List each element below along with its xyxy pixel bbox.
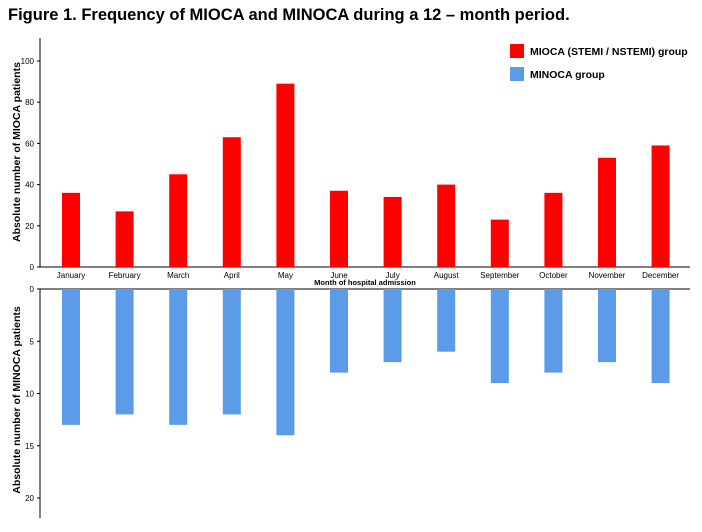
top-y-axis-label: Absolute number of MIOCA patients [11, 62, 23, 242]
mioca-bar [169, 174, 188, 267]
mioca-bar [222, 137, 241, 267]
x-axis-label: Month of hospital admission [314, 278, 416, 287]
x-tick-label: April [224, 271, 240, 280]
x-tick-label: June [330, 271, 348, 280]
minoca-bar [383, 289, 402, 363]
bottom-y-tick-label: 0 [30, 285, 35, 294]
x-tick-label: July [385, 271, 399, 280]
top-y-tick-label: 100 [21, 57, 35, 66]
minoca-bar [62, 289, 80, 425]
figure-title: Figure 1. Frequency of MIOCA and MINOCA … [8, 6, 570, 24]
legend-minoca-swatch [510, 67, 524, 81]
minoca-bar [437, 289, 456, 352]
minoca-bar [169, 289, 188, 425]
x-tick-label: December [642, 271, 679, 280]
mioca-bar [544, 192, 563, 267]
x-tick-label: September [480, 271, 519, 280]
top-y-tick-label: 60 [25, 139, 34, 148]
mioca-bar [383, 196, 402, 267]
x-tick-label: August [434, 271, 460, 280]
bottom-y-axis-label: Absolute number of MINOCA patients [11, 306, 23, 494]
minoca-bar [330, 289, 348, 373]
mioca-bar [115, 211, 134, 267]
minoca-bar [222, 289, 241, 415]
bottom-y-tick-label: 10 [25, 390, 34, 399]
top-y-tick-label: 80 [25, 98, 34, 107]
top-y-tick-label: 0 [30, 263, 35, 272]
top-y-tick-label: 20 [25, 222, 34, 231]
mioca-bar [330, 190, 348, 267]
x-tick-label: January [57, 271, 85, 280]
legend-mioca-swatch [510, 44, 524, 58]
x-tick-label: February [109, 271, 141, 280]
mioca-bar [598, 157, 616, 267]
minoca-bar [490, 289, 509, 384]
x-tick-label: May [278, 271, 293, 280]
x-tick-label: March [167, 271, 189, 280]
x-tick-label: November [589, 271, 626, 280]
minoca-bar [115, 289, 134, 415]
mioca-bar [62, 192, 80, 267]
x-tick-label: October [539, 271, 568, 280]
bottom-y-tick-label: 5 [30, 337, 35, 346]
minoca-bar [651, 289, 670, 384]
bottom-y-tick-label: 15 [25, 442, 34, 451]
mioca-bar [490, 219, 509, 267]
legend-minoca-label: MINOCA group [530, 69, 605, 81]
legend-mioca-label: MIOCA (STEMI / NSTEMI) group [530, 46, 688, 58]
minoca-bar [598, 289, 616, 363]
bottom-y-tick-label: 20 [25, 494, 34, 503]
minoca-bar [276, 289, 295, 436]
mioca-bar [437, 184, 456, 267]
mioca-bar [651, 145, 670, 267]
top-y-tick-label: 40 [25, 181, 34, 190]
minoca-bar [544, 289, 563, 373]
mioca-bar [276, 83, 295, 267]
